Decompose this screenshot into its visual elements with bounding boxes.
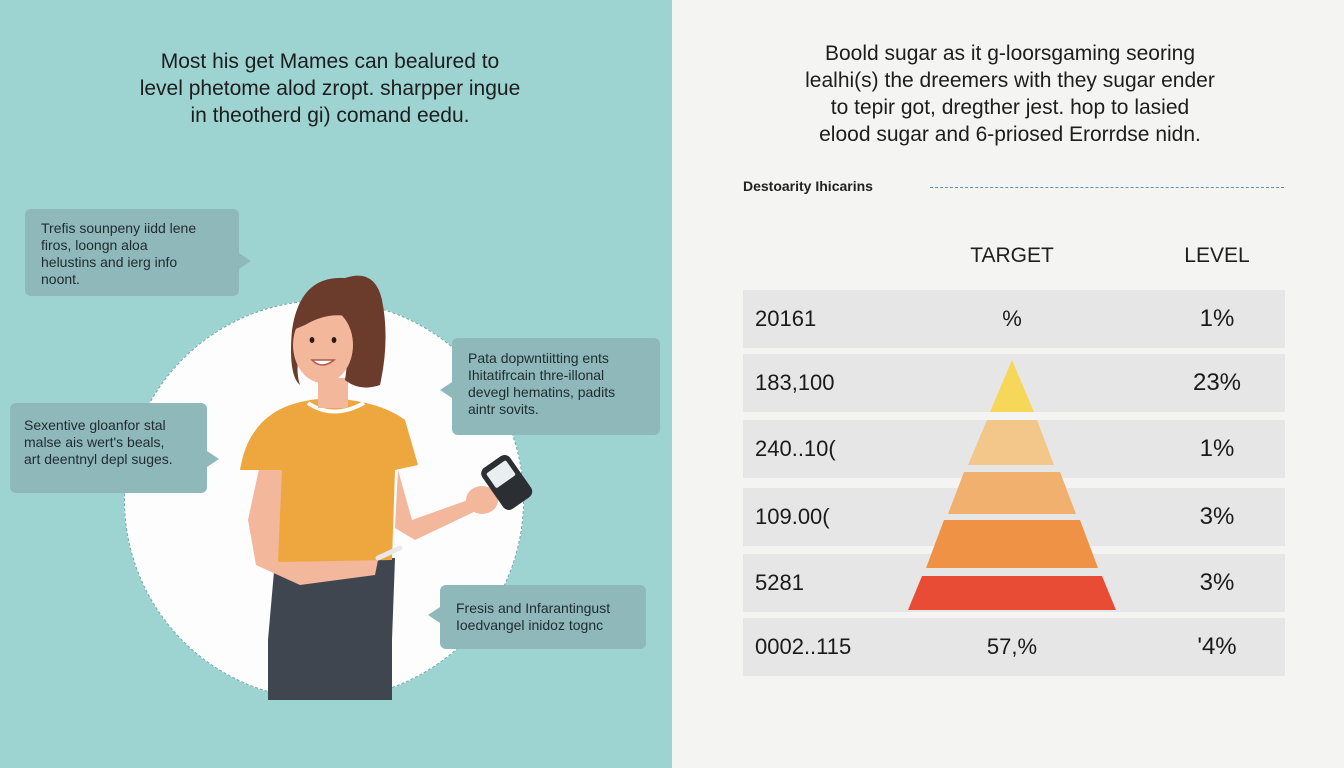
callout-line: Ioedvangel inidoz tognc bbox=[456, 617, 604, 633]
callout-2: Pata dopwntiitting ents Ihitatifrcain th… bbox=[440, 338, 660, 435]
row-label: 5281 bbox=[755, 570, 804, 595]
callout-line: aintr sovits. bbox=[468, 401, 539, 417]
row-label: 183,100 bbox=[755, 370, 835, 395]
row-label: 0002..115 bbox=[755, 634, 852, 659]
row-target bbox=[940, 488, 1084, 546]
right-headline-line: Boold sugar as it g-loorsgaming seoring bbox=[824, 42, 1196, 65]
bangs bbox=[293, 291, 355, 330]
table-row: 109.00( 3% bbox=[743, 488, 1285, 546]
row-target bbox=[940, 420, 1084, 478]
row-label: 109.00( bbox=[755, 504, 830, 529]
callout-line: devegl hematins, padits bbox=[468, 384, 616, 400]
callout-3: Sexentive gloanfor stal malse ais wert's… bbox=[10, 403, 219, 493]
row-level: 23% bbox=[1192, 369, 1242, 396]
row-label: 20161 bbox=[755, 306, 817, 331]
table-row: 240..10( 1% bbox=[743, 420, 1285, 478]
right-headline-line: elood sugar and 6-priosed Erorrdse nidn. bbox=[819, 123, 1201, 146]
row-level: 1% bbox=[1199, 305, 1235, 332]
table-row: 183,100 23% bbox=[743, 354, 1285, 412]
right-headline: Boold sugar as it g-loorsgaming seoring … bbox=[740, 40, 1280, 148]
row-level: 1% bbox=[1199, 435, 1235, 462]
row-target bbox=[940, 354, 1084, 412]
row-level: 3% bbox=[1199, 503, 1235, 530]
callout-line: Pata dopwntiitting ents bbox=[468, 350, 609, 366]
glucose-meter-icon bbox=[481, 454, 533, 510]
callout-line: helustins and ierg info bbox=[41, 254, 178, 270]
right-headline-line: to tepir got, dregther jest. hop to lasi… bbox=[830, 96, 1190, 119]
callout-1: Trefis sounpeny iidd lene firos, loongn … bbox=[25, 209, 251, 296]
callout-line: Sexentive gloanfor stal bbox=[24, 417, 166, 433]
right-hand bbox=[466, 486, 498, 514]
woman-with-glucose-meter-illustration bbox=[240, 275, 533, 700]
callout-line: Fresis and Infarantingust bbox=[456, 600, 611, 616]
left-headline: Most his get Mames can bealured to level… bbox=[90, 48, 570, 129]
callout-line: Ihitatifrcain thre-illonal bbox=[468, 367, 605, 383]
callout-line: firos, loongn aloa bbox=[41, 237, 148, 253]
callout-line: noont. bbox=[41, 271, 80, 287]
lancet-pen-icon bbox=[375, 545, 403, 561]
table-row: 5281 3% bbox=[743, 554, 1285, 612]
column-header-target: TARGET bbox=[970, 244, 1054, 267]
left-headline-line: in theotherd gi) comand eedu. bbox=[190, 104, 470, 127]
row-level: 3% bbox=[1199, 569, 1235, 596]
left-headline-line: level phetome alod zropt. sharpper ingue bbox=[139, 77, 521, 100]
row-level: '4% bbox=[1197, 633, 1237, 660]
row-target: % bbox=[1002, 306, 1022, 331]
right-arm bbox=[395, 470, 478, 540]
table-row: 20161 % 1% bbox=[743, 290, 1285, 348]
callout-line: Trefis sounpeny iidd lene bbox=[41, 220, 197, 236]
section-label: Destoarity Ihicarins bbox=[743, 178, 873, 194]
collar bbox=[306, 401, 365, 414]
row-label: 240..10( bbox=[755, 436, 836, 461]
row-target bbox=[940, 554, 1084, 612]
column-header-level: LEVEL bbox=[1184, 244, 1250, 267]
table-row: 0002..115 57,% '4% bbox=[743, 618, 1285, 676]
row-target: 57,% bbox=[986, 634, 1038, 659]
left-panel: Most his get Mames can bealured to level… bbox=[0, 0, 672, 768]
section-divider bbox=[930, 187, 1284, 188]
callout-4: Fresis and Infarantingust Ioedvangel ini… bbox=[428, 585, 646, 649]
right-headline-line: lealhi(s) the dreemers with they sugar e… bbox=[805, 69, 1215, 92]
shirt bbox=[240, 398, 418, 562]
callout-line: art deentnyl depl suges. bbox=[24, 451, 173, 467]
face bbox=[293, 307, 353, 383]
left-headline-line: Most his get Mames can bealured to bbox=[160, 50, 500, 73]
callout-line: malse ais wert's beals, bbox=[24, 434, 165, 450]
pants bbox=[268, 558, 395, 700]
